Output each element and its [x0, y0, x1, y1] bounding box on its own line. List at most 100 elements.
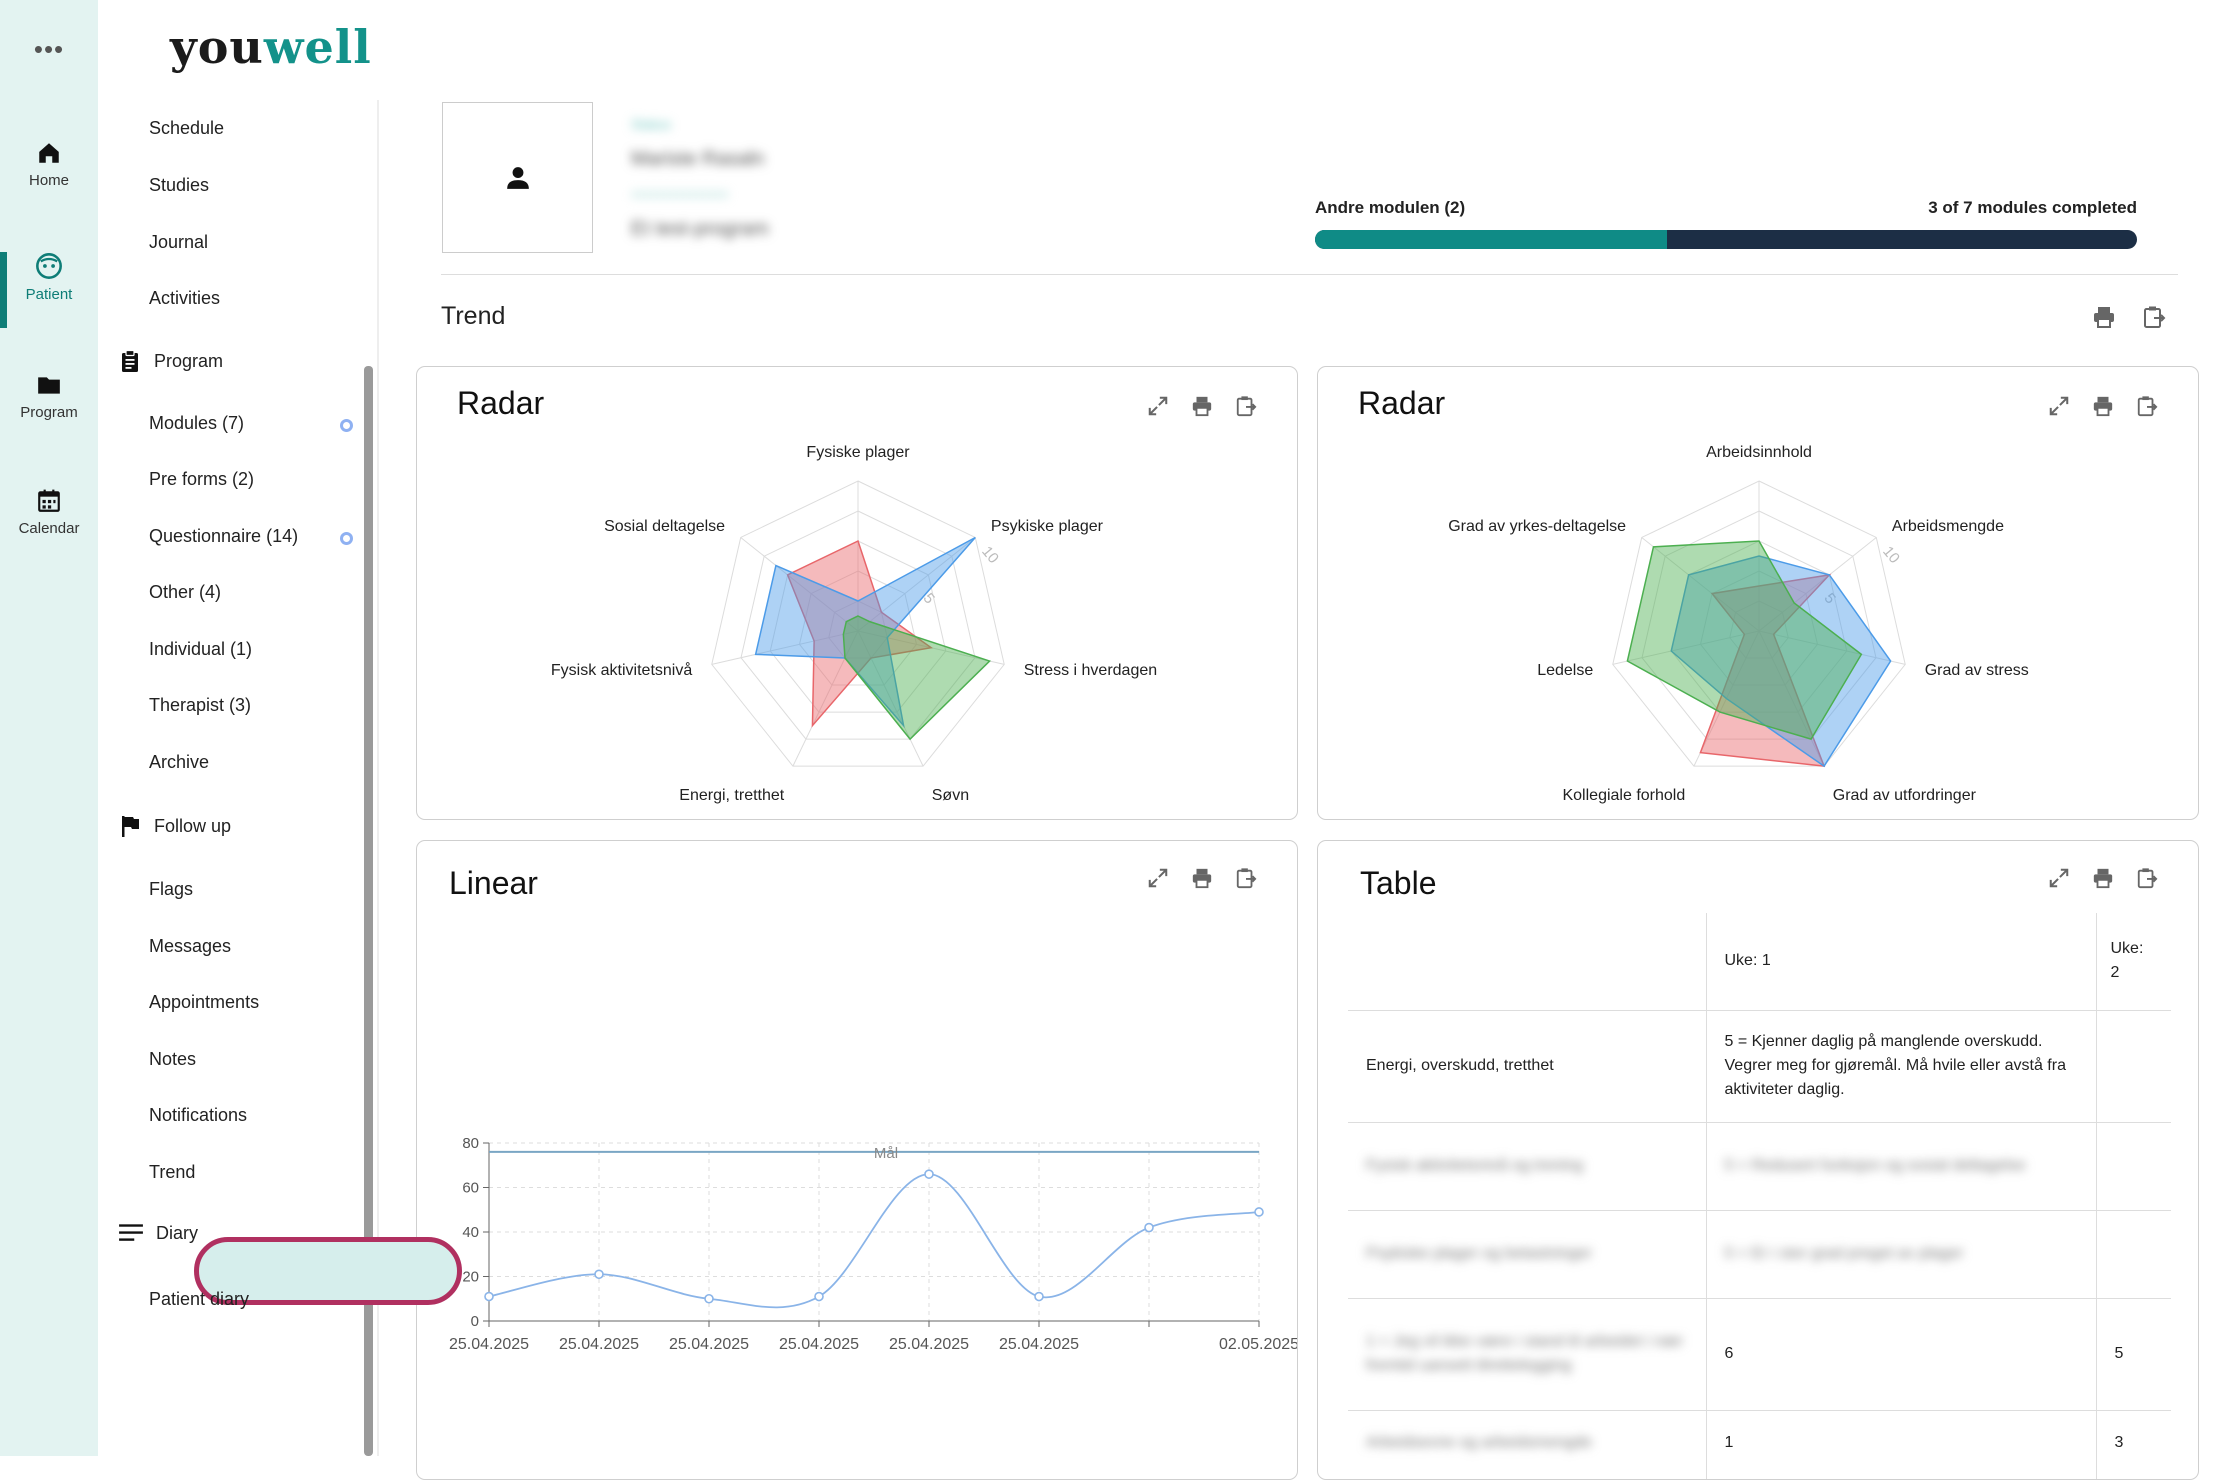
- sidebar-item-notifications[interactable]: Notifications: [149, 1105, 247, 1126]
- clipboard-icon: [118, 348, 142, 374]
- table-row: Fysisk aktivitetsnivå og trening 5 = Red…: [1348, 1122, 2171, 1210]
- sidebar-item-trend[interactable]: Trend: [149, 1162, 195, 1183]
- print-icon[interactable]: [2092, 867, 2114, 889]
- sidebar-item-notes[interactable]: Notes: [149, 1049, 196, 1070]
- radar-axis-label: Fysiske plager: [806, 444, 910, 461]
- x-tick-label: 25.04.2025: [559, 1336, 639, 1353]
- data-point: [1145, 1224, 1153, 1232]
- progress-status-label: 3 of 7 modules completed: [1928, 198, 2137, 218]
- sidebar-item-individual[interactable]: Individual (1): [149, 639, 252, 660]
- x-tick-label: 25.04.2025: [449, 1336, 529, 1353]
- radar-axis-label: Fysisk aktivitetsnivå: [551, 661, 692, 679]
- patient-face-icon: [35, 252, 63, 280]
- sidebar-item-therapist[interactable]: Therapist (3): [149, 695, 251, 716]
- radar-axis-label: Kollegiale forhold: [1562, 787, 1685, 804]
- rail-patient[interactable]: Patient: [0, 252, 98, 334]
- patient-status-blurred: Status: [631, 116, 671, 132]
- sidebar-nav: Schedule Studies Journal Activities Prog…: [98, 100, 378, 1456]
- sidebar-item-appointments[interactable]: Appointments: [149, 992, 259, 1013]
- sidebar-item-modules[interactable]: Modules (7): [149, 413, 244, 434]
- sidebar-header-diary-label: Diary: [156, 1223, 198, 1244]
- home-icon: [36, 140, 62, 166]
- table-header-cell: Uke: 1: [1706, 913, 2096, 1010]
- x-tick-label: 25.04.2025: [779, 1336, 859, 1353]
- rail-home-label: Home: [29, 172, 69, 189]
- data-point: [1255, 1208, 1263, 1216]
- table-cell-label: Energi, overskudd, tretthet: [1348, 1010, 1706, 1122]
- youwell-logo[interactable]: youwell: [170, 20, 372, 74]
- rail-home[interactable]: Home: [0, 140, 98, 222]
- calendar-icon: [36, 488, 62, 514]
- radar-axis-label: Arbeidsmengde: [1892, 518, 2004, 535]
- expand-icon[interactable]: [2048, 867, 2070, 889]
- y-tick-label: 0: [471, 1313, 479, 1330]
- y-tick-label: 80: [462, 1135, 479, 1152]
- sidebar-item-studies[interactable]: Studies: [149, 175, 209, 196]
- header-divider: [441, 274, 2178, 275]
- sidebar-item-schedule[interactable]: Schedule: [149, 118, 224, 139]
- export-clipboard-icon[interactable]: [2136, 867, 2158, 889]
- table-cell-value-blurred: 5 = Er i stor grad preget av plager: [1725, 1245, 1964, 1262]
- radar-axis-label: Grad av stress: [1925, 662, 2029, 679]
- patient-avatar[interactable]: [442, 102, 593, 253]
- sidebar-header-program-label: Program: [154, 351, 223, 372]
- sidebar-item-other[interactable]: Other (4): [149, 582, 221, 603]
- sidebar-item-journal[interactable]: Journal: [149, 232, 208, 253]
- table-cell-value: 3: [2096, 1410, 2171, 1480]
- table-cell-label-blurred: Psykiske plager og belastninger: [1366, 1245, 1592, 1262]
- radar-tick-label: 10: [978, 543, 1002, 567]
- data-point: [815, 1293, 823, 1301]
- y-tick-label: 60: [462, 1180, 479, 1197]
- rail-program-label: Program: [20, 404, 78, 421]
- table-cell-label-blurred: 1 = Jeg vil ikke være i stand til arbeid…: [1366, 1333, 1683, 1374]
- print-icon[interactable]: [2092, 305, 2116, 329]
- table-panel-title: Table: [1360, 865, 1437, 902]
- sidebar-item-pre-forms[interactable]: Pre forms (2): [149, 469, 254, 490]
- radar-axis-label: Grad av yrkes-deltagelse: [1448, 518, 1626, 535]
- trend-table: Uke: 1 Uke: 2 Energi, overskudd, tretthe…: [1348, 913, 2171, 1480]
- rail-program[interactable]: Program: [0, 372, 98, 454]
- data-point: [705, 1295, 713, 1303]
- table-panel: Table Uke: 1 Uke: 2 Energi, overskudd, t…: [1317, 840, 2199, 1480]
- sidebar-item-activities[interactable]: Activities: [149, 288, 220, 309]
- progress-module-label: Andre modulen (2): [1315, 198, 1465, 218]
- table-cell-value-blurred: 5 = Redusert funksjon og sosial deltagel…: [1725, 1157, 2026, 1174]
- radar-axis-label: Søvn: [932, 787, 969, 804]
- radar-series-area: [1627, 541, 1861, 739]
- data-point: [1035, 1293, 1043, 1301]
- sidebar-item-flags[interactable]: Flags: [149, 879, 193, 900]
- table-cell-value: [2096, 1010, 2171, 1122]
- trend-title: Trend: [441, 302, 505, 331]
- more-dots-icon[interactable]: •••: [0, 34, 98, 65]
- x-tick-label: 25.04.2025: [999, 1336, 1079, 1353]
- new-indicator-dot: [340, 532, 353, 545]
- radar-axis-label: Grad av utfordringer: [1833, 787, 1977, 804]
- series-line: [489, 1174, 1259, 1307]
- goal-label: Mål: [874, 1145, 898, 1162]
- sidebar-header-diary[interactable]: Diary: [118, 1222, 198, 1244]
- rail-calendar[interactable]: Calendar: [0, 488, 98, 570]
- table-cell-value: 5 = Kjenner daglig på manglende overskud…: [1706, 1010, 2096, 1122]
- data-point: [485, 1293, 493, 1301]
- radar-axis-label: Stress i hverdagen: [1024, 662, 1157, 679]
- radar-axis-label: Psykiske plager: [991, 518, 1104, 535]
- radar-series-area: [843, 616, 989, 739]
- table-cell-value: [2096, 1122, 2171, 1210]
- radar-axis-label: Arbeidsinnhold: [1706, 444, 1812, 461]
- module-progress-bar: [1315, 230, 2137, 249]
- data-point: [595, 1270, 603, 1278]
- sidebar-header-follow-up[interactable]: Follow up: [118, 813, 231, 839]
- sidebar-item-messages[interactable]: Messages: [149, 936, 231, 957]
- table-cell-value: 6: [1706, 1298, 2096, 1410]
- export-clipboard-icon[interactable]: [2142, 305, 2166, 329]
- table-row: Energi, overskudd, tretthet 5 = Kjenner …: [1348, 1010, 2171, 1122]
- sidebar-item-patient-diary[interactable]: Patient diary: [149, 1289, 249, 1310]
- x-tick-label: 02.05.2025: [1219, 1336, 1298, 1353]
- sidebar-item-questionnaire[interactable]: Questionnaire (14): [149, 526, 298, 547]
- sidebar-header-program[interactable]: Program: [118, 348, 223, 374]
- sidebar-item-archive[interactable]: Archive: [149, 752, 209, 773]
- table-header-cell: [1348, 913, 1706, 1010]
- radar-tick-label: 10: [1879, 543, 1903, 567]
